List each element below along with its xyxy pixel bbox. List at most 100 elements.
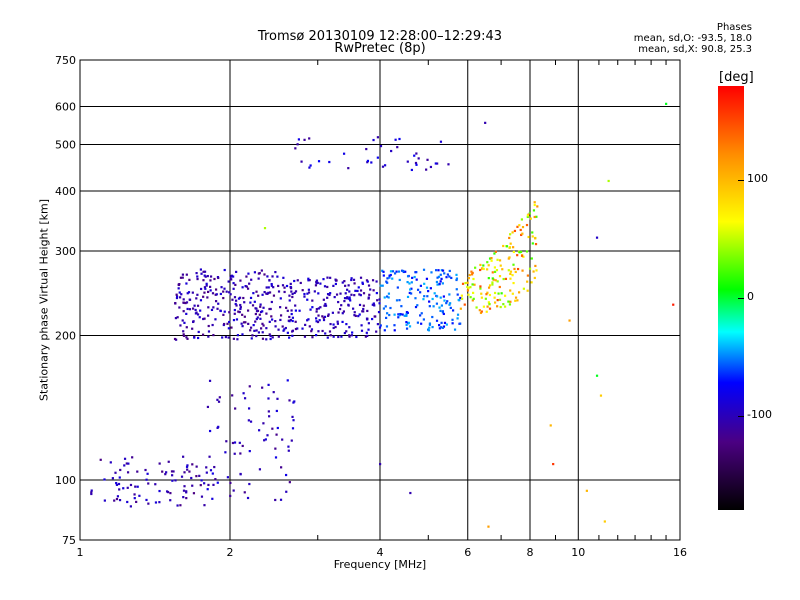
- echo-point: [343, 280, 346, 283]
- echo-point: [315, 308, 318, 311]
- echo-point: [430, 271, 433, 274]
- echo-point: [470, 270, 473, 273]
- echo-point: [367, 296, 370, 299]
- echo-point: [206, 296, 209, 299]
- echo-point: [361, 281, 364, 284]
- echo-point: [126, 500, 129, 504]
- x-tick-label: 4: [377, 546, 384, 559]
- echo-point: [345, 322, 348, 326]
- echo-point: [360, 329, 364, 332]
- echo-point: [391, 270, 395, 273]
- echo-point: [408, 282, 411, 285]
- echo-point: [366, 334, 369, 338]
- echo-point: [188, 298, 191, 301]
- echo-point: [520, 254, 524, 257]
- echo-point: [376, 136, 380, 139]
- echo-point: [526, 280, 529, 283]
- echo-point: [502, 277, 505, 281]
- echo-point: [486, 305, 489, 308]
- echo-point: [322, 316, 325, 319]
- echo-point: [266, 434, 269, 437]
- echo-point: [358, 313, 361, 316]
- echo-point: [502, 244, 505, 248]
- echo-point: [329, 334, 332, 337]
- echo-point: [195, 311, 198, 314]
- echo-point: [133, 497, 136, 500]
- echo-point: [376, 323, 379, 326]
- echo-point: [488, 257, 492, 260]
- echo-point: [375, 280, 378, 283]
- echo-point: [519, 228, 522, 232]
- echo-point: [266, 292, 269, 296]
- echo-point: [205, 282, 208, 285]
- echo-point: [232, 318, 236, 322]
- echo-point: [471, 271, 474, 275]
- echo-point: [260, 269, 263, 272]
- echo-point: [368, 293, 371, 296]
- echo-point: [347, 284, 350, 287]
- echo-point: [272, 286, 275, 289]
- echo-point: [230, 278, 233, 281]
- echo-point: [491, 281, 494, 284]
- y-tick-label: 500: [55, 139, 76, 152]
- echo-point: [261, 331, 264, 334]
- echo-point: [387, 296, 390, 299]
- echo-point: [665, 102, 668, 105]
- echo-point: [271, 318, 274, 321]
- echo-point: [276, 426, 279, 430]
- echo-point: [103, 499, 106, 502]
- echo-point: [274, 319, 277, 323]
- echo-point: [212, 306, 215, 309]
- echo-point: [239, 279, 242, 282]
- echo-point: [456, 313, 460, 316]
- echo-point: [291, 329, 295, 332]
- echo-point: [337, 300, 340, 304]
- echo-point: [328, 330, 332, 333]
- echo-point: [379, 284, 382, 287]
- echo-point: [255, 329, 258, 332]
- echo-point: [191, 463, 194, 466]
- echo-point: [182, 330, 185, 333]
- echo-point: [516, 267, 520, 271]
- echo-point: [176, 295, 179, 298]
- echo-point: [472, 297, 475, 300]
- echo-point: [274, 325, 277, 328]
- echo-point: [493, 252, 496, 255]
- echo-point: [255, 290, 258, 293]
- echo-point: [343, 297, 347, 300]
- echo-point: [440, 277, 443, 280]
- echo-point: [287, 449, 290, 452]
- echo-point: [270, 315, 273, 318]
- echo-point: [528, 212, 531, 215]
- echo-point: [393, 313, 396, 316]
- y-axis-label: Stationary phase Virtual Height [km]: [37, 198, 51, 402]
- y-tick-label: 600: [55, 101, 76, 114]
- echo-point: [196, 336, 200, 340]
- echo-point: [348, 326, 351, 329]
- echo-point: [225, 440, 228, 443]
- echo-point: [486, 268, 489, 271]
- echo-point: [426, 158, 429, 161]
- echo-point: [438, 327, 441, 330]
- echo-point: [154, 483, 157, 486]
- echo-point: [410, 292, 413, 295]
- echo-point: [269, 337, 272, 341]
- echo-point: [294, 309, 297, 312]
- echo-point: [265, 292, 268, 295]
- echo-point: [503, 294, 507, 297]
- echo-point: [484, 121, 487, 124]
- echo-point: [195, 475, 198, 478]
- echo-point: [599, 394, 603, 397]
- echo-point: [514, 299, 517, 302]
- echo-point: [231, 394, 234, 397]
- echo-point: [222, 290, 225, 293]
- echo-point: [395, 299, 399, 302]
- echo-point: [298, 309, 301, 312]
- echo-point: [253, 329, 256, 332]
- echo-point: [238, 310, 241, 314]
- echo-point: [167, 460, 170, 463]
- echo-point: [229, 494, 232, 498]
- echo-point: [233, 312, 236, 315]
- echo-point: [531, 242, 534, 245]
- echo-point: [486, 261, 489, 264]
